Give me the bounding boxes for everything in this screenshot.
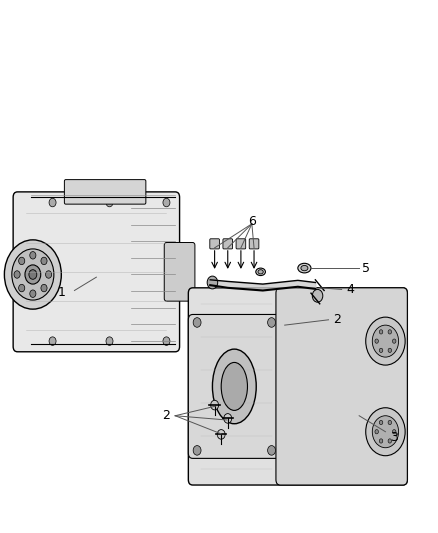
- Ellipse shape: [212, 349, 256, 424]
- FancyBboxPatch shape: [223, 239, 233, 249]
- Circle shape: [268, 446, 276, 455]
- Text: 2: 2: [162, 409, 170, 422]
- Circle shape: [392, 430, 396, 434]
- Ellipse shape: [298, 263, 311, 273]
- Ellipse shape: [256, 268, 265, 276]
- Circle shape: [224, 414, 232, 423]
- FancyBboxPatch shape: [188, 314, 285, 458]
- Circle shape: [4, 240, 61, 309]
- Circle shape: [388, 348, 392, 352]
- Circle shape: [30, 290, 36, 297]
- Circle shape: [217, 430, 225, 439]
- FancyBboxPatch shape: [188, 288, 407, 485]
- FancyBboxPatch shape: [210, 239, 219, 249]
- Circle shape: [14, 271, 20, 278]
- Circle shape: [388, 421, 392, 425]
- Text: 3: 3: [390, 431, 398, 443]
- Circle shape: [41, 257, 47, 265]
- Circle shape: [49, 198, 56, 207]
- Circle shape: [379, 421, 383, 425]
- Circle shape: [49, 337, 56, 345]
- Circle shape: [41, 284, 47, 292]
- Text: 6: 6: [248, 215, 256, 228]
- FancyBboxPatch shape: [164, 243, 195, 301]
- Ellipse shape: [258, 270, 263, 274]
- Circle shape: [372, 416, 399, 448]
- Circle shape: [46, 271, 52, 278]
- Circle shape: [268, 318, 276, 327]
- Circle shape: [379, 439, 383, 443]
- Circle shape: [29, 270, 37, 279]
- Circle shape: [312, 289, 323, 302]
- Circle shape: [388, 330, 392, 334]
- Circle shape: [106, 337, 113, 345]
- Circle shape: [388, 439, 392, 443]
- Text: 4: 4: [346, 283, 354, 296]
- FancyBboxPatch shape: [13, 192, 180, 352]
- FancyBboxPatch shape: [249, 239, 259, 249]
- FancyBboxPatch shape: [276, 288, 407, 485]
- Circle shape: [366, 317, 405, 365]
- Circle shape: [193, 318, 201, 327]
- Circle shape: [392, 339, 396, 343]
- Circle shape: [19, 284, 25, 292]
- Text: 5: 5: [362, 262, 370, 274]
- Circle shape: [30, 252, 36, 259]
- Text: 2: 2: [333, 313, 341, 326]
- Circle shape: [193, 446, 201, 455]
- FancyBboxPatch shape: [236, 239, 246, 249]
- Circle shape: [207, 276, 218, 289]
- Circle shape: [379, 348, 383, 352]
- Circle shape: [366, 408, 405, 456]
- Circle shape: [106, 198, 113, 207]
- Ellipse shape: [221, 362, 247, 410]
- Circle shape: [163, 337, 170, 345]
- Circle shape: [19, 257, 25, 265]
- FancyBboxPatch shape: [64, 180, 146, 204]
- Circle shape: [375, 339, 378, 343]
- Ellipse shape: [301, 265, 308, 271]
- Circle shape: [25, 265, 41, 284]
- Circle shape: [211, 400, 219, 410]
- Circle shape: [375, 430, 378, 434]
- Circle shape: [379, 330, 383, 334]
- Text: 1: 1: [57, 286, 65, 298]
- Circle shape: [12, 249, 54, 300]
- Circle shape: [372, 325, 399, 357]
- Circle shape: [163, 198, 170, 207]
